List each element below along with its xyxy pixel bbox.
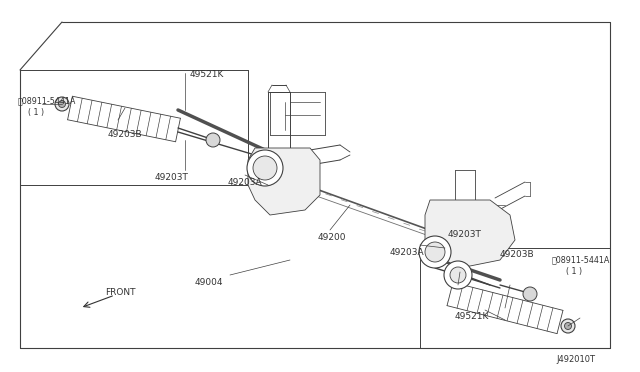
Circle shape [206,133,220,147]
Text: 49203T: 49203T [448,230,482,239]
Text: 49203B: 49203B [500,250,534,259]
Text: FRONT: FRONT [105,288,136,297]
Text: J492010T: J492010T [556,355,595,364]
Text: ( 1 ): ( 1 ) [28,108,44,117]
Circle shape [419,236,451,268]
Circle shape [425,242,445,262]
Text: 49203B: 49203B [108,130,143,139]
Text: 49203A: 49203A [390,248,424,257]
Polygon shape [425,200,515,268]
Text: 49203A: 49203A [228,178,262,187]
Text: 49200: 49200 [318,233,346,242]
Text: 49521K: 49521K [455,312,490,321]
Circle shape [450,267,466,283]
Text: ⓝ08911-5441A: ⓝ08911-5441A [552,255,611,264]
Circle shape [444,261,472,289]
Polygon shape [248,148,320,215]
Circle shape [561,319,575,333]
Circle shape [58,100,65,108]
Circle shape [523,287,537,301]
Circle shape [564,323,572,330]
Text: 49203T: 49203T [155,173,189,182]
Circle shape [247,150,283,186]
Circle shape [55,97,69,111]
Text: ( 1 ): ( 1 ) [566,267,582,276]
Circle shape [253,156,277,180]
Text: 49004: 49004 [195,278,223,287]
Text: 49521K: 49521K [190,70,225,79]
Text: ⓝ08911-5441A: ⓝ08911-5441A [18,96,76,105]
